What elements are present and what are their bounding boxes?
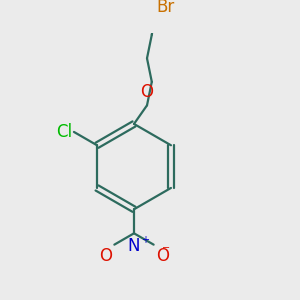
Text: O: O bbox=[140, 83, 154, 101]
Text: Br: Br bbox=[156, 0, 175, 16]
Text: O: O bbox=[156, 247, 169, 265]
Text: O: O bbox=[99, 247, 112, 265]
Text: N: N bbox=[128, 236, 140, 254]
Text: Cl: Cl bbox=[56, 123, 73, 141]
Text: −: − bbox=[162, 243, 170, 253]
Text: +: + bbox=[141, 236, 149, 245]
